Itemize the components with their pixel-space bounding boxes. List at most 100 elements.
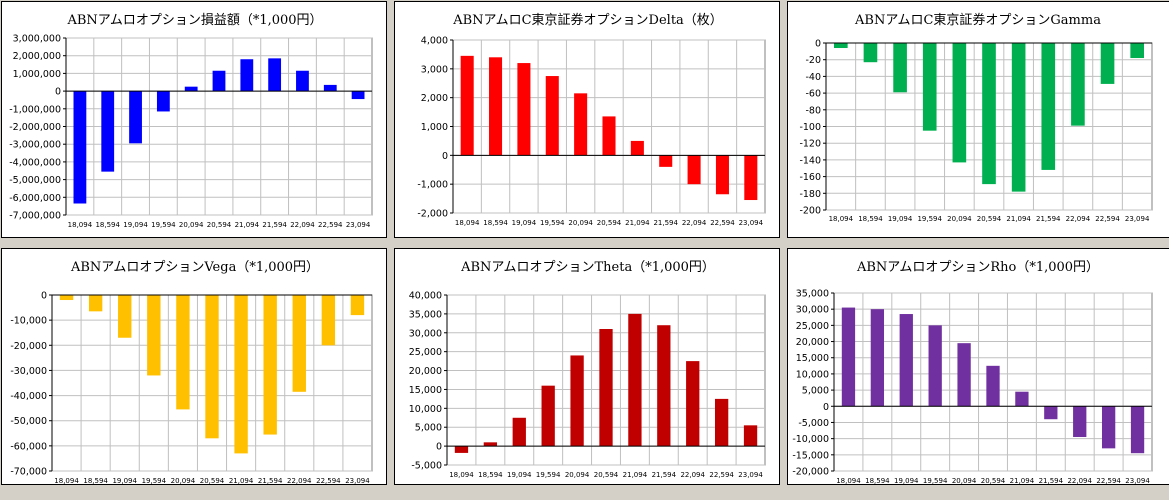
- x-tick-label: 19,594: [923, 477, 948, 485]
- y-tick-label: 30,000: [796, 305, 829, 316]
- x-tick-label: 22,594: [316, 477, 341, 485]
- y-tick-label: -1,000: [417, 180, 448, 191]
- y-tick-label: -20,000: [792, 467, 829, 478]
- x-tick-label: 19,094: [507, 471, 532, 479]
- bar: [1015, 391, 1029, 407]
- bar: [1101, 406, 1116, 449]
- bar: [489, 57, 503, 156]
- chart-panel-theta: ABNアムロオプションTheta（*1,000円） 40,000 35,000 30,…: [394, 248, 780, 485]
- y-tick-label: 20,000: [409, 366, 442, 377]
- x-tick-label: 19,094: [112, 477, 137, 485]
- bar: [73, 91, 87, 204]
- x-tick-label: 23,094: [739, 219, 764, 227]
- bar: [1073, 406, 1087, 438]
- bar: [263, 295, 277, 435]
- x-tick-label: 21,594: [1039, 477, 1064, 485]
- y-tick-label: 10,000: [409, 404, 442, 415]
- x-tick-label: 18,594: [478, 471, 503, 479]
- chart-panel-vega: ABNアムロオプションVega（*1,000円） 0 -10,000 -20,000 -…: [1, 248, 387, 485]
- bar: [351, 91, 365, 100]
- bar: [234, 295, 248, 454]
- x-tick-label: 19,094: [888, 215, 913, 223]
- y-tick-label: -5,000: [798, 418, 829, 429]
- x-tick-label: 20,594: [977, 215, 1002, 223]
- x-tick-label: 19,594: [142, 477, 167, 485]
- y-tick-label: 15,000: [796, 353, 829, 364]
- chart-title: ABNアムロオプション損益額（*1,000円）: [66, 13, 322, 28]
- bar: [483, 442, 498, 447]
- y-tick-label: -6,000,000: [9, 193, 61, 204]
- y-tick-label: -60: [805, 89, 821, 100]
- x-tick-label: 22,594: [709, 471, 734, 479]
- y-tick-label: -7,000,000: [9, 211, 61, 222]
- x-tick-label: 21,094: [235, 221, 260, 229]
- x-tick-label: 18,094: [455, 219, 480, 227]
- x-tick-label: 22,094: [290, 221, 315, 229]
- bar: [657, 325, 671, 447]
- x-tick-label: 20,594: [597, 219, 622, 227]
- x-tick-label: 18,094: [68, 221, 93, 229]
- bar: [1011, 43, 1026, 192]
- x-tick-label: 21,594: [652, 471, 677, 479]
- y-tick-label: 0: [41, 291, 47, 302]
- y-tick-label: 40,000: [409, 291, 442, 302]
- x-tick-label: 19,094: [123, 221, 148, 229]
- bar: [59, 295, 74, 301]
- y-tick-label: 35,000: [796, 289, 829, 300]
- bar: [240, 59, 254, 92]
- x-tick-label: 22,094: [682, 219, 707, 227]
- x-tick-label: 22,094: [287, 477, 312, 485]
- bar: [628, 313, 642, 447]
- bar: [893, 43, 907, 93]
- x-tick-label: 22,094: [1066, 215, 1091, 223]
- y-tick-label: -180: [799, 189, 821, 200]
- y-tick-label: -2,000: [417, 209, 448, 220]
- y-tick-label: -70,000: [10, 467, 47, 478]
- y-tick-label: -10,000: [792, 434, 829, 445]
- y-tick-label: -15,000: [792, 450, 829, 461]
- bar: [687, 155, 701, 185]
- y-tick-label: 0: [815, 39, 821, 50]
- x-tick-label: 20,594: [207, 221, 232, 229]
- y-tick-label: 4,000: [421, 36, 448, 47]
- chart-title: ABNアムロオプションVega（*1,000円）: [70, 260, 319, 275]
- chart-panel-pnl: ABNアムロオプション損益額（*1,000円） 3,000,000 2,000,00…: [1, 1, 387, 238]
- chart-panel-gamma: ABNアムロC東京証券オプションGamma 0 -20 -40 -60 -80 -100 -1…: [787, 1, 1169, 238]
- chart-title: ABNアムロオプションTheta（*1,000円）: [460, 260, 715, 275]
- bar: [602, 116, 616, 156]
- bar: [928, 325, 942, 407]
- y-tick-label: 1,000,000: [13, 69, 61, 80]
- y-tick-label: -20,000: [10, 341, 47, 352]
- x-tick-label: 22,094: [1067, 477, 1092, 485]
- x-tick-label: 20,094: [171, 477, 196, 485]
- y-tick-label: 3,000: [421, 64, 448, 75]
- chart-title: ABNアムロC東京証券オプションGamma: [854, 12, 1101, 28]
- y-tick-label: 10,000: [796, 369, 829, 380]
- y-tick-label: -60,000: [10, 441, 47, 452]
- y-tick-label: -80: [805, 105, 821, 116]
- y-tick-label: 0: [55, 87, 61, 98]
- bar: [659, 155, 673, 167]
- x-tick-label: 18,094: [449, 471, 474, 479]
- chart-panel-delta: ABNアムロC東京証券オプションDelta（枚） 4,000 3,000 2,000 1…: [394, 1, 780, 238]
- bar: [870, 309, 885, 407]
- x-tick-label: 19,594: [151, 221, 176, 229]
- bar: [147, 295, 161, 376]
- y-tick-label: 15,000: [409, 385, 442, 396]
- x-tick-label: 20,094: [952, 477, 977, 485]
- bar: [88, 295, 103, 312]
- bar: [714, 398, 729, 447]
- x-tick-label: 20,594: [981, 477, 1006, 485]
- bar: [982, 43, 996, 185]
- x-tick-label: 18,094: [54, 477, 79, 485]
- bar: [1071, 43, 1085, 126]
- x-tick-label: 23,094: [1125, 215, 1150, 223]
- x-tick-label: 18,594: [83, 477, 108, 485]
- x-tick-label: 21,594: [653, 219, 678, 227]
- y-tick-label: 5,000: [802, 386, 829, 397]
- y-tick-label: -1,000,000: [9, 104, 61, 115]
- chart-gamma: ABNアムロC東京証券オプションGamma 0 -20 -40 -60 -80 -100 -1…: [799, 12, 1153, 223]
- bar: [454, 446, 469, 453]
- bar: [512, 417, 526, 447]
- bar: [460, 55, 474, 156]
